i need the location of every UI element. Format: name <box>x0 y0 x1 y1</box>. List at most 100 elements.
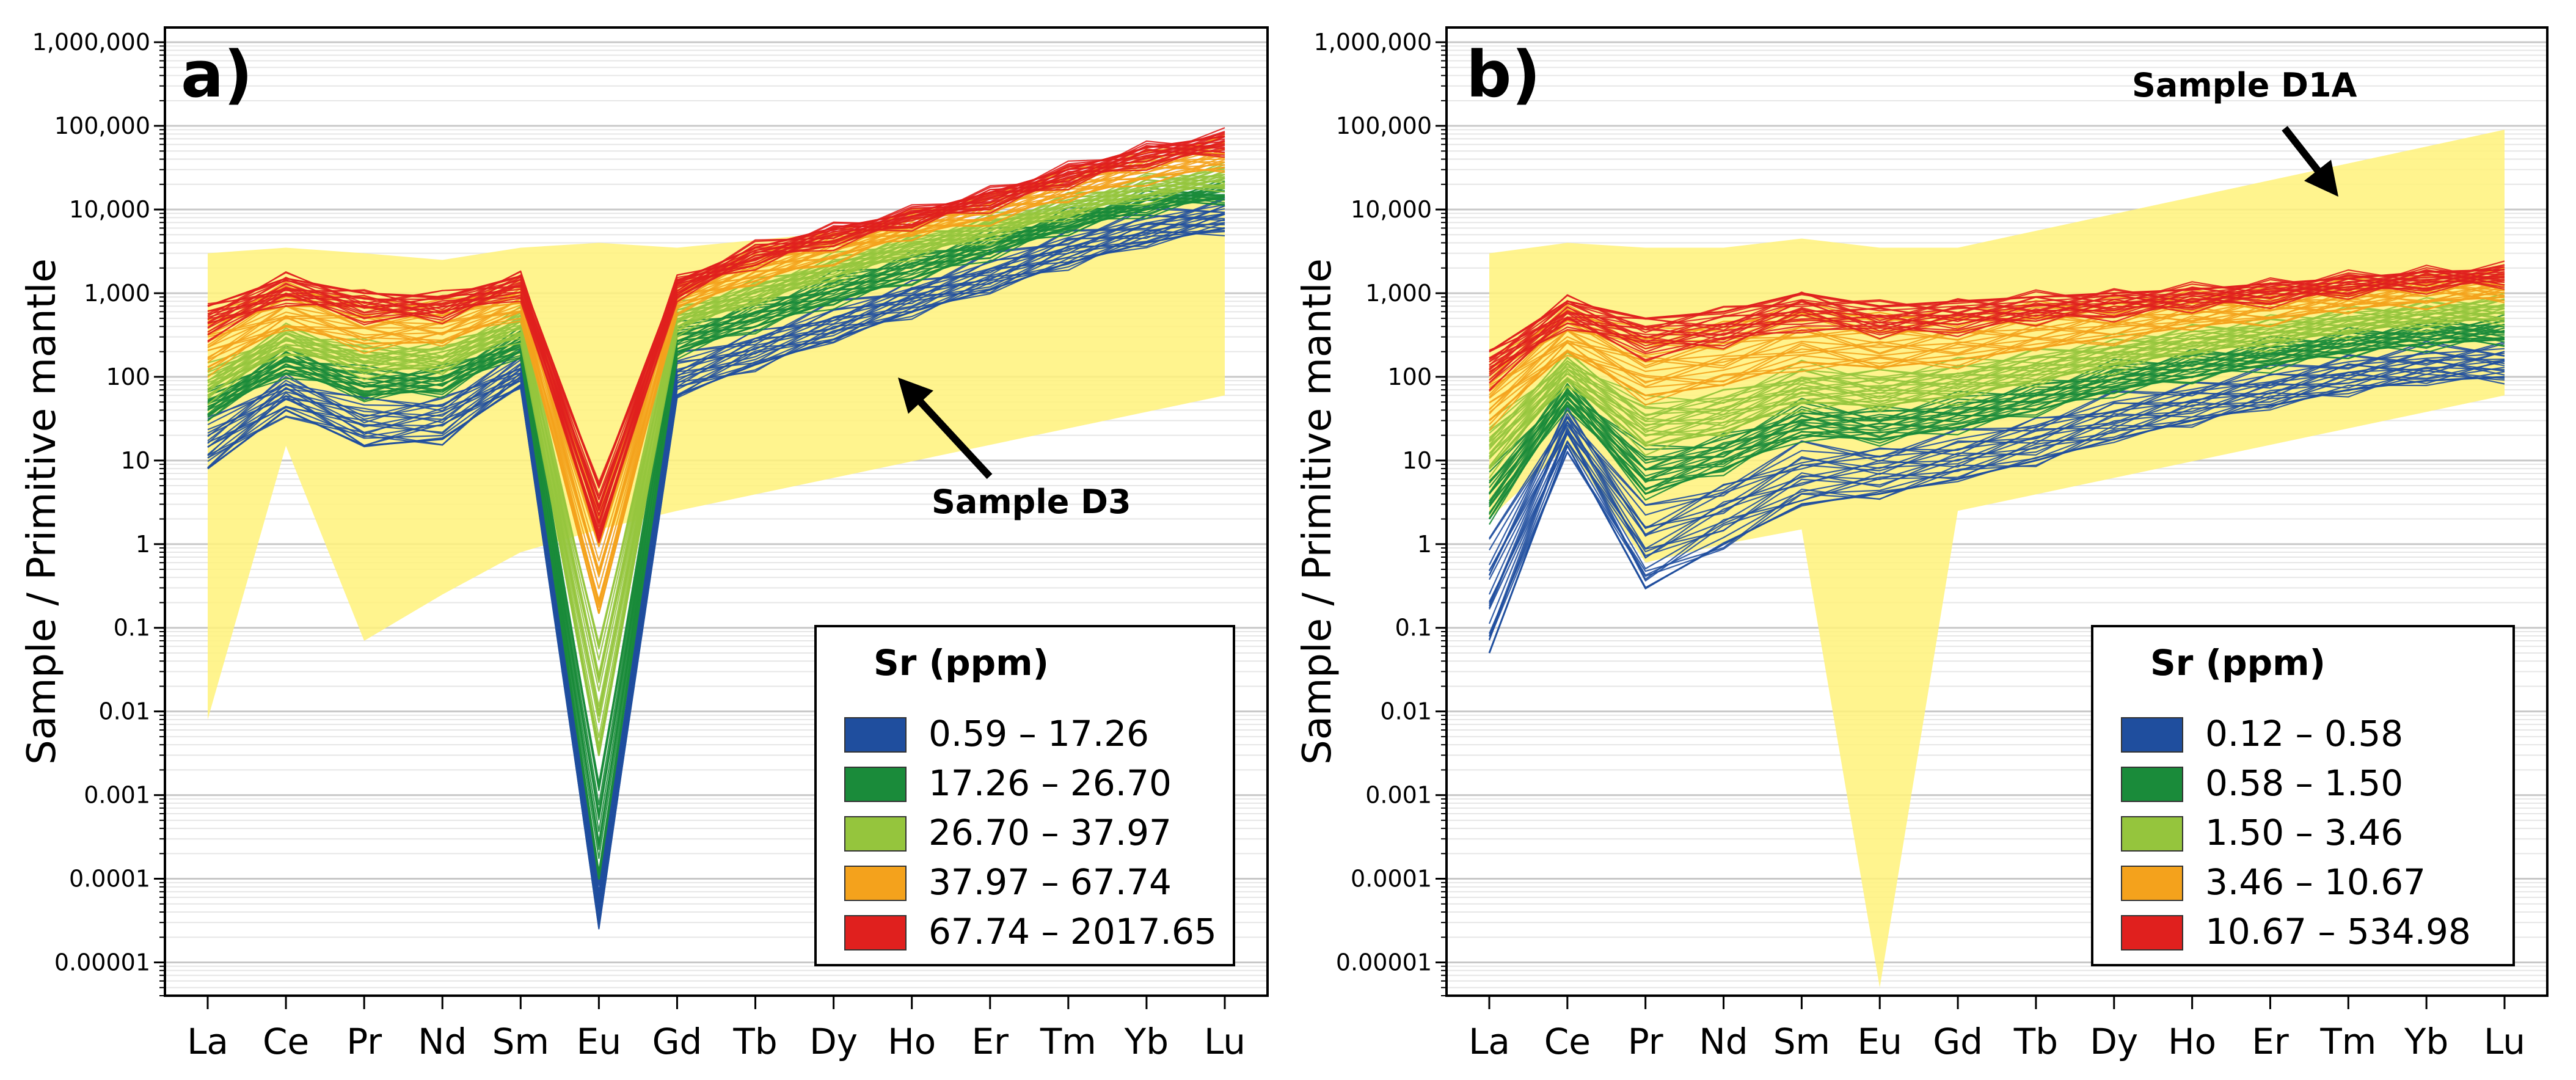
y-tick-label: 10 <box>1403 447 1432 474</box>
x-axis: La Ce Pr Nd Sm Eu Gd Tb Dy Ho Er Tm Yb Lu <box>187 996 1246 1062</box>
x-tick-label: Er <box>2252 1021 2289 1062</box>
series-line-0.59 – 17.26 <box>207 227 1225 924</box>
series-line-0.58 – 1.50 <box>1489 331 2505 502</box>
series-line-3.46 – 10.67 <box>1489 279 2505 386</box>
series-line-0.12 – 0.58 <box>1489 358 2505 580</box>
legend-swatch <box>2121 866 2183 901</box>
x-tick-label: Pr <box>346 1021 382 1062</box>
series-line-10.67 – 534.98 <box>1489 271 2505 361</box>
series-line-0.12 – 0.58 <box>1489 348 2505 551</box>
legend-entry-label: 17.26 – 26.70 <box>929 762 1172 804</box>
x-tick-label: Yb <box>2404 1021 2448 1062</box>
legend-entry-label: 37.97 – 67.74 <box>929 861 1172 903</box>
series-line-1.50 – 3.46 <box>1489 305 2505 442</box>
annotation-label: Sample D3 <box>932 483 1131 521</box>
series-line-26.70 – 37.97 <box>207 179 1225 707</box>
series-line-1.50 – 3.46 <box>1489 305 2505 447</box>
series-line-1.50 – 3.46 <box>1489 298 2505 450</box>
y-tick-label: 100 <box>1387 363 1432 390</box>
series-line-10.67 – 534.98 <box>1489 265 2505 352</box>
series-line-0.12 – 0.58 <box>1488 360 2505 624</box>
legend-entry-label: 10.67 – 534.98 <box>2205 911 2471 952</box>
x-tick-label: La <box>1469 1021 1510 1062</box>
series-line-0.59 – 17.26 <box>207 211 1225 905</box>
y-tick-label: 0.01 <box>98 698 150 725</box>
series-line-0.12 – 0.58 <box>1489 360 2505 604</box>
legend-title: Sr (ppm) <box>2150 642 2326 684</box>
series-line-37.97 – 67.74 <box>207 162 1225 603</box>
series-line-1.50 – 3.46 <box>1489 299 2505 429</box>
series-line-1.50 – 3.46 <box>1489 297 2505 421</box>
series-line-17.26 – 26.70 <box>207 190 1225 818</box>
series-line-10.67 – 534.98 <box>1489 269 2505 352</box>
y-tick-label: 1,000 <box>1365 280 1432 307</box>
legend-entry-label: 26.70 – 37.97 <box>929 812 1172 853</box>
series-line-0.59 – 17.26 <box>207 222 1225 920</box>
series-line-0.12 – 0.58 <box>1489 359 2505 602</box>
y-tick-label: 0.001 <box>84 782 150 809</box>
x-tick-label: Lu <box>1204 1021 1246 1062</box>
series-line-0.12 – 0.58 <box>1489 341 2505 566</box>
series-line-0.59 – 17.26 <box>207 224 1225 913</box>
y-tick-label: 0.1 <box>1395 615 1432 641</box>
annotation-arrowhead <box>898 378 933 414</box>
series-line-0.58 – 1.50 <box>1489 322 2505 473</box>
series-line-10.67 – 534.98 <box>1489 275 2505 371</box>
series-line-0.12 – 0.58 <box>1489 367 2505 610</box>
x-tick-label: Lu <box>2484 1021 2525 1062</box>
series-line-17.26 – 26.70 <box>207 186 1225 847</box>
series-line-0.12 – 0.58 <box>1488 376 2505 654</box>
series-line-0.59 – 17.26 <box>207 214 1225 910</box>
plot-frame <box>1445 26 2549 997</box>
legend-swatch <box>2121 767 2183 802</box>
series-line-0.12 – 0.58 <box>1489 343 2505 540</box>
y-tick-label: 1,000,000 <box>1314 29 1432 56</box>
series-line-26.70 – 37.97 <box>207 172 1225 650</box>
legend-swatch <box>844 816 907 852</box>
x-tick-label: Dy <box>2090 1021 2138 1062</box>
legend-entry-label: 0.59 – 17.26 <box>929 713 1149 754</box>
x-tick-label: Ce <box>1544 1021 1591 1062</box>
series-line-0.12 – 0.58 <box>1489 340 2505 539</box>
x-tick-label: Tb <box>2013 1021 2058 1062</box>
chart-panel-a: 1,000,000 100,000 10,000 1,000 100 10 1 0.1 0.01… <box>20 26 1269 1062</box>
x-tick-label: Tm <box>1040 1021 1096 1062</box>
series-line-10.67 – 534.98 <box>1489 273 2505 373</box>
y-tick-label: 1,000 <box>84 280 150 307</box>
y-tick-label: 10,000 <box>1351 196 1432 223</box>
series-line-0.58 – 1.50 <box>1489 317 2505 484</box>
x-tick-label: Sm <box>1773 1021 1830 1062</box>
series-line-0.59 – 17.26 <box>207 213 1225 906</box>
legend-swatch <box>844 767 907 802</box>
x-tick-label: Tm <box>2319 1021 2376 1062</box>
series-line-17.26 – 26.70 <box>207 194 1225 845</box>
legend-entry-label: 67.74 – 2017.65 <box>929 911 1217 952</box>
y-axis-title: Sample / Primitive mantle <box>1295 258 1340 765</box>
legend-swatch <box>2121 816 2183 852</box>
series-line-10.67 – 534.98 <box>1489 272 2505 368</box>
y-tick-label: 100,000 <box>54 112 150 139</box>
legend-swatch <box>844 717 907 753</box>
x-tick-label: Eu <box>577 1021 621 1062</box>
legend-swatch <box>2121 915 2183 950</box>
series-line-0.12 – 0.58 <box>1488 351 2505 595</box>
y-tick-label: 0.00001 <box>54 949 150 976</box>
series-lines <box>1488 260 2505 654</box>
annotation-label: Sample D1A <box>2132 66 2357 104</box>
series-line-1.50 – 3.46 <box>1489 312 2505 448</box>
x-tick-label: La <box>187 1021 228 1062</box>
y-tick-label: 100,000 <box>1336 112 1432 139</box>
x-tick-label: Ce <box>263 1021 309 1062</box>
series-lines <box>207 127 1225 930</box>
y-axis: 1,000,000 100,000 10,000 1,000 100 10 1 0.1 0.01… <box>1314 29 1447 996</box>
series-line-1.50 – 3.46 <box>1489 305 2505 439</box>
y-tick-label: 0.1 <box>114 615 150 641</box>
series-line-0.12 – 0.58 <box>1488 367 2505 634</box>
x-tick-label: Eu <box>1858 1021 1902 1062</box>
x-tick-label: Nd <box>1699 1021 1748 1062</box>
chart-panel-b: 1,000,000 100,000 10,000 1,000 100 10 1 0.1 0.01… <box>1295 26 2549 1062</box>
y-axis: 1,000,000 100,000 10,000 1,000 100 10 1 0.1 0.01… <box>32 29 165 996</box>
panel-label: a) <box>181 37 253 112</box>
series-line-0.59 – 17.26 <box>207 206 1225 896</box>
series-line-17.26 – 26.70 <box>207 196 1225 880</box>
